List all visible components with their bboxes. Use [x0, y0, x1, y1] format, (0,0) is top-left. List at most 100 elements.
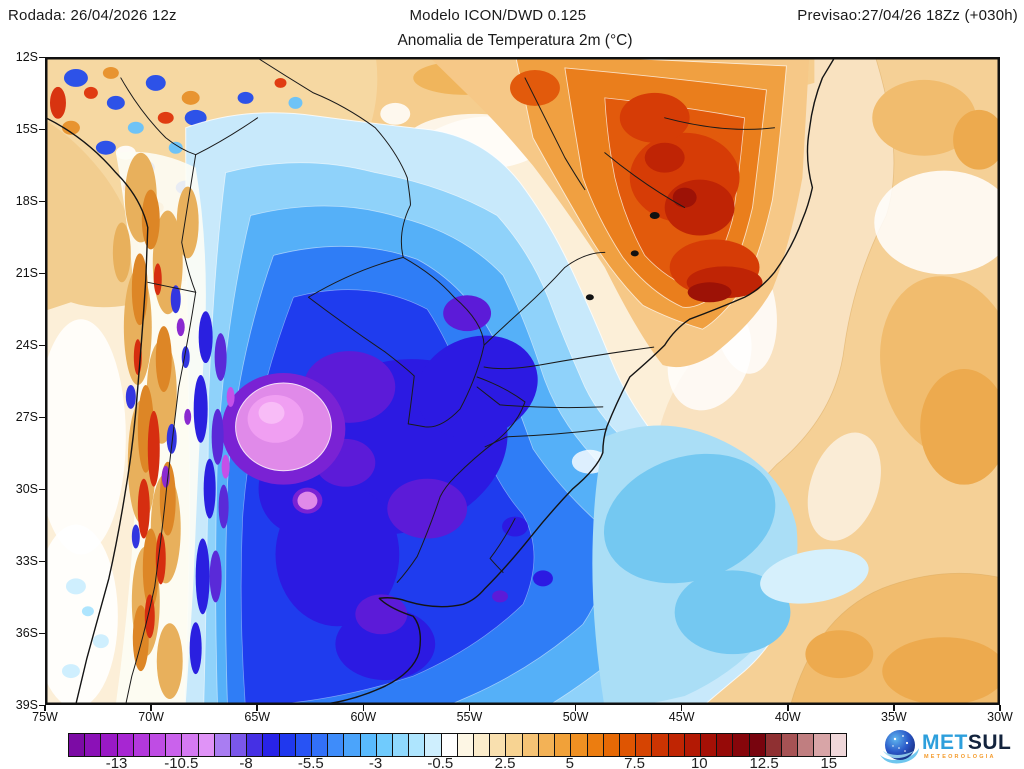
- anomaly-map-svg: [46, 58, 999, 704]
- lon-tickmark: [150, 705, 152, 711]
- colorbar-cell: [409, 734, 426, 756]
- brand-tagline: METEOROLOGIA: [924, 754, 996, 760]
- lat-tickmark: [39, 128, 45, 130]
- lat-tickmark: [39, 56, 45, 58]
- colorbar-cell: [555, 734, 572, 756]
- run-label: Rodada: 26/04/2026 12z: [8, 7, 177, 24]
- lat-tick-label: 39S: [15, 698, 38, 712]
- brand-sul: SUL: [967, 731, 1012, 754]
- colorbar-cell: [328, 734, 345, 756]
- lon-tick-label: 40W: [774, 710, 801, 724]
- lat-tick-label: 27S: [15, 410, 38, 424]
- lat-tickmark: [39, 632, 45, 634]
- colorbar-cell: [571, 734, 588, 756]
- colorbar-tick-label: 10: [690, 755, 708, 769]
- colorbar-cell: [247, 734, 264, 756]
- colorbar-cell: [457, 734, 475, 756]
- colorbar-cell: [798, 734, 815, 756]
- colorbar-cell: [393, 734, 410, 756]
- colorbar-cell: [603, 734, 620, 756]
- lon-tickmark: [999, 705, 1001, 711]
- colorbar-cell: [717, 734, 734, 756]
- lon-tick-label: 50W: [562, 710, 589, 724]
- colorbar-tick-label: -5.5: [297, 755, 324, 769]
- colorbar-cell: [652, 734, 669, 756]
- colorbar-cell: [425, 734, 442, 756]
- colorbar-tick-label: 12.5: [749, 755, 779, 769]
- colorbar-cell: [830, 734, 846, 756]
- colorbar-cell: [150, 734, 167, 756]
- country-borders: [120, 58, 775, 704]
- coastlines: [46, 58, 836, 704]
- colorbar-tick-label: 7.5: [624, 755, 645, 769]
- lon-tick-label: 35W: [881, 710, 907, 724]
- lat-tickmark: [39, 416, 45, 418]
- colorbar-tick-label: 2.5: [494, 755, 516, 769]
- lat-tick-label: 21S: [15, 266, 38, 280]
- colorbar-cell: [441, 734, 458, 756]
- colorbar-cell: [117, 734, 134, 756]
- lat-tick-label: 18S: [15, 194, 38, 208]
- colorbar-cell: [360, 734, 377, 756]
- lon-tick-label: 65W: [244, 710, 271, 724]
- colorbar-cell: [636, 734, 653, 756]
- colorbar-cell: [781, 734, 799, 756]
- colorbar-cell: [263, 734, 280, 756]
- lon-tick-label: 60W: [350, 710, 377, 724]
- colorbar-cell: [506, 734, 523, 756]
- coastal-cool-ocean-patch: [592, 303, 869, 704]
- colorbar-cell: [182, 734, 199, 756]
- colorbar-cell: [619, 734, 637, 756]
- colorbar-tick-label: 15: [820, 755, 838, 769]
- lon-tick-label: 70W: [138, 710, 164, 724]
- colorbar-cell: [765, 734, 782, 756]
- colorbar-cell: [101, 734, 118, 756]
- colorbar-cell: [522, 734, 539, 756]
- colorbar-cell: [490, 734, 507, 756]
- colorbar-cell: [295, 734, 313, 756]
- colorbar-cell: [69, 734, 86, 756]
- lat-tickmark: [39, 272, 45, 274]
- lat-tick-label: 24S: [15, 338, 38, 352]
- colorbar-cell: [344, 734, 361, 756]
- warm-anomaly-region: [430, 58, 810, 368]
- lon-tickmark: [256, 705, 258, 711]
- forecast-label: Previsao:27/04/26 18Zz (+030h): [797, 7, 1018, 24]
- metsul-wordmark: METSUL: [922, 731, 1011, 755]
- lon-tickmark: [44, 705, 46, 711]
- lat-tickmark: [39, 200, 45, 202]
- map-title: Anomalia de Temperatura 2m (°C): [397, 32, 633, 49]
- lat-tick-label: 15S: [15, 122, 38, 136]
- lon-tickmark: [893, 705, 895, 711]
- colorbar-cell: [376, 734, 394, 756]
- lon-tickmark: [574, 705, 577, 711]
- colorbar-tick-label: -3: [368, 755, 383, 769]
- lon-tickmark: [362, 705, 365, 711]
- colorbar-cell: [587, 734, 604, 756]
- colorbar-cell: [279, 734, 296, 756]
- metsul-logo: METSUL METEOROLOGIA: [876, 725, 1022, 767]
- lat-tick-label: 36S: [15, 626, 38, 640]
- colorbar-tick-label: -13: [105, 755, 128, 769]
- colorbar-cell: [214, 734, 232, 756]
- colorbar-cell: [749, 734, 766, 756]
- model-label: Modelo ICON/DWD 0.125: [409, 7, 587, 24]
- lon-tickmark: [787, 705, 789, 711]
- lon-tick-label: 55W: [456, 710, 483, 724]
- colorbar-cell: [231, 734, 248, 756]
- lon-tick-label: 75W: [32, 710, 58, 724]
- lat-tickmark: [39, 560, 45, 562]
- colorbar-cell: [668, 734, 685, 756]
- lat-tick-label: 12S: [15, 50, 38, 64]
- colorbar-cell: [474, 734, 491, 756]
- colorbar-cell: [312, 734, 329, 756]
- lat-tick-label: 33S: [15, 554, 38, 568]
- brand-met: MET: [922, 731, 968, 754]
- colorbar-tick-label: -0.5: [427, 755, 454, 769]
- colorbar-cell: [166, 734, 183, 756]
- lon-tick-label: 30W: [987, 710, 1013, 724]
- anomaly-map: [45, 57, 1000, 705]
- colorbar-cell: [733, 734, 750, 756]
- colorbar-tick-label: -8: [239, 755, 253, 769]
